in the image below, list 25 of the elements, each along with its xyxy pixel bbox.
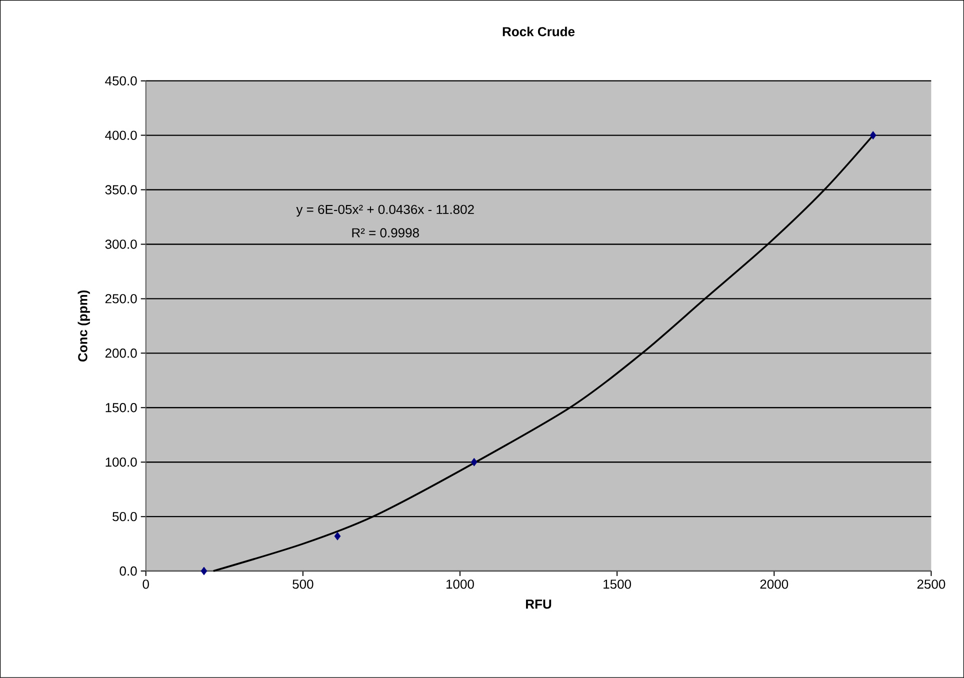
y-tick-label: 200.0 — [105, 348, 137, 358]
point — [470, 458, 478, 466]
point — [334, 532, 341, 540]
x-axis-title: RFU — [526, 600, 552, 609]
y-tick-label: 450.0 — [105, 76, 137, 86]
y-tick-label: 100.0 — [106, 458, 137, 467]
y-tick-label: 400.0 — [105, 130, 137, 140]
y-tick-label: 50.0 — [112, 512, 137, 522]
x-tick-label: 500 — [292, 580, 314, 589]
y-tick-label: 250.0 — [105, 294, 137, 304]
y-tick-label: 150.0 — [106, 403, 137, 412]
y-tick-label: 350.0 — [105, 185, 137, 194]
chart-title: Rock Crude — [502, 26, 575, 36]
x-tick-label: 0 — [142, 580, 149, 589]
x-tick-label: 2000 — [760, 580, 788, 589]
point — [870, 131, 876, 140]
annotation: R² = 0.9998 — [352, 228, 419, 238]
y-tick-label: 0.0 — [120, 566, 137, 576]
x-tick-label: 1000 — [446, 580, 474, 589]
y-tick-label: 300.0 — [105, 240, 137, 249]
point — [200, 566, 208, 576]
y-axis-title: Conc (ppm) — [78, 290, 90, 362]
x-tick-label: 2500 — [917, 580, 946, 589]
x-tick-label: 1500 — [604, 580, 632, 589]
annotation: y = 6E-05x² + 0.0436x - 11.802 — [296, 204, 474, 217]
